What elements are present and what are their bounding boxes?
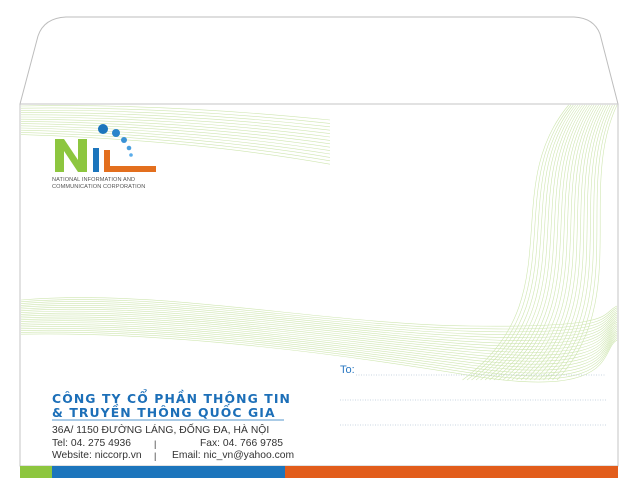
wave-line <box>20 301 618 333</box>
company-address: 36A/ 1150 ĐƯỜNG LÁNG, ĐỐNG ĐA, HÀ NỘI <box>52 425 270 436</box>
separator: | <box>154 451 157 461</box>
wave-line <box>552 104 615 381</box>
logo-dot <box>129 153 133 157</box>
wave-line <box>20 116 331 138</box>
wave-line <box>511 104 595 381</box>
wave-line <box>20 125 331 151</box>
company-tel: Tel: 04. 275 4936 <box>52 438 132 449</box>
wave-line <box>20 129 331 158</box>
logo-letter-n <box>55 139 87 172</box>
stripe-green <box>20 466 52 478</box>
wave-line <box>20 118 331 141</box>
wave-line <box>507 104 592 381</box>
wave-line <box>20 312 618 350</box>
wave-pattern-top-left <box>20 105 331 165</box>
company-email: Email: nic_vn@yahoo.com <box>172 450 295 461</box>
logo-subtitle-line2: COMMUNICATION CORPORATION <box>52 183 146 190</box>
envelope-body <box>19 103 619 467</box>
wave-line <box>556 104 618 381</box>
wave-line <box>20 308 618 344</box>
wave-line <box>20 306 618 341</box>
wave-line <box>20 314 618 353</box>
wave-line <box>20 333 618 383</box>
stripe-orange <box>285 466 618 478</box>
wave-pattern-bottom <box>20 297 618 383</box>
wave-line <box>20 305 618 338</box>
wave-line <box>543 104 611 381</box>
logo-letter-c <box>104 150 156 172</box>
wave-line <box>534 104 606 381</box>
wave-line <box>20 328 618 374</box>
wave-line <box>498 104 588 381</box>
wave-line <box>20 132 331 162</box>
wave-line <box>20 322 618 365</box>
wave-line <box>525 104 602 381</box>
envelope-flap <box>19 16 619 105</box>
address-lines <box>340 374 606 426</box>
wave-line <box>20 303 618 336</box>
logo-dot <box>112 129 120 137</box>
stripe-blue <box>52 466 285 478</box>
wave-line <box>20 331 618 380</box>
wave-line <box>462 104 569 381</box>
wave-line <box>20 127 331 155</box>
wave-line <box>20 316 618 356</box>
wave-line <box>20 114 331 134</box>
wave-line <box>502 104 590 381</box>
wave-line <box>538 104 609 381</box>
wave-line <box>20 297 618 327</box>
logo-dot <box>121 137 127 143</box>
wave-line <box>20 299 618 330</box>
wave-line <box>20 107 331 124</box>
logo-subtitle-line1: NATIONAL INFORMATION AND <box>52 177 136 183</box>
wave-line <box>20 326 618 371</box>
wave-line <box>20 310 618 347</box>
logo-subtitle: NATIONAL INFORMATION AND COMMUNICATION C… <box>52 177 162 190</box>
separator: | <box>154 439 157 449</box>
wave-line <box>20 112 331 131</box>
wave-line <box>466 104 572 381</box>
logo-dot <box>98 124 108 134</box>
logo-letter-i <box>93 148 99 172</box>
wave-line <box>20 134 331 165</box>
company-name-line1: CÔNG TY CỔ PHẦN THÔNG TIN <box>52 391 292 406</box>
wave-line <box>516 104 597 381</box>
wave-line <box>20 320 618 362</box>
wave-line <box>20 329 618 377</box>
wave-line <box>20 109 331 128</box>
wave-line <box>529 104 604 381</box>
company-name-line2: & TRUYỀN THÔNG QUỐC GIA <box>52 405 276 420</box>
company-website: Website: niccorp.vn <box>52 450 142 461</box>
wave-line <box>20 324 618 368</box>
recipient-to-label: To: <box>340 364 355 376</box>
wave-line <box>471 104 574 381</box>
logo-dot <box>126 145 132 151</box>
company-fax: Fax: 04. 766 9785 <box>200 438 284 449</box>
nic-logo-mark <box>55 124 156 172</box>
wave-line <box>20 318 618 359</box>
wave-line <box>20 105 331 121</box>
wave-line <box>20 121 331 145</box>
wave-line <box>520 104 599 381</box>
wave-line <box>20 123 331 148</box>
